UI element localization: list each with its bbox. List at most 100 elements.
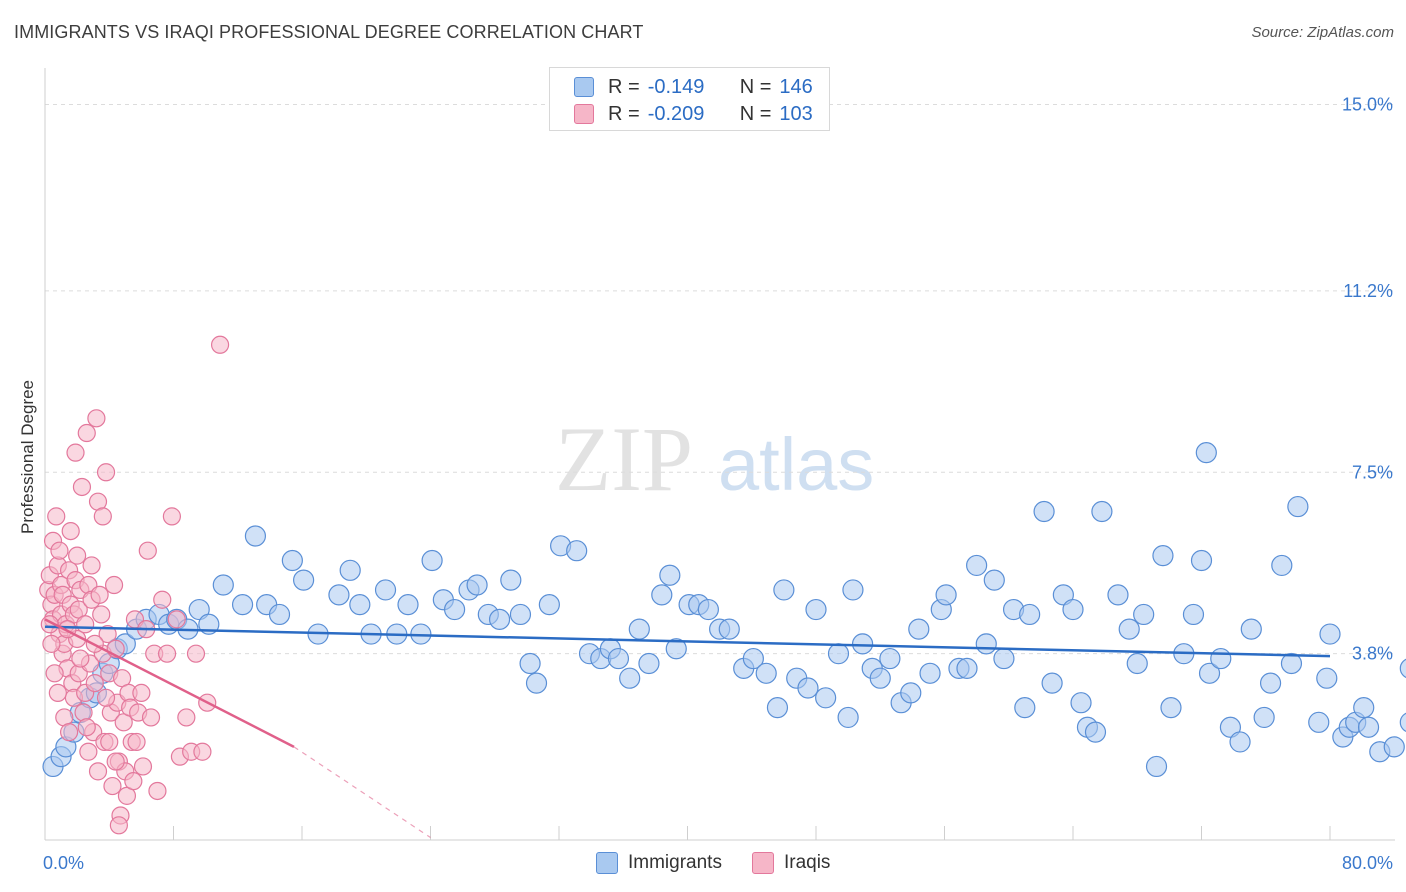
- immigrants-point: [212, 574, 234, 596]
- immigrants-point: [993, 647, 1015, 670]
- trend-lines: [44, 618, 1331, 839]
- iraqis-point: [85, 673, 104, 693]
- immigrants-point: [851, 633, 874, 655]
- immigrants-point: [1319, 623, 1341, 645]
- immigrants-swatch: [574, 77, 594, 97]
- immigrants-point: [488, 608, 511, 630]
- immigrants-point: [805, 598, 827, 621]
- iraqis-point: [48, 683, 67, 703]
- y-tick-label-0: 3.8%: [1352, 644, 1393, 664]
- immigrants-point: [339, 559, 361, 581]
- immigrants-point: [827, 643, 850, 665]
- iraqis-r-value: -0.209: [647, 102, 705, 125]
- axes: [44, 68, 1395, 841]
- legend-row-iraqis: R = -0.209 N = 103: [574, 102, 813, 126]
- x-tick-label-max: 80.0%: [1342, 853, 1393, 873]
- watermark-atlas: atlas: [718, 423, 874, 506]
- immigrants-point: [766, 697, 789, 719]
- immigrants-point: [1271, 554, 1293, 577]
- immigrants-point: [879, 647, 901, 670]
- iraqis-point: [79, 742, 98, 761]
- iraqis-point: [138, 541, 157, 560]
- iraqis-point: [167, 610, 186, 629]
- iraqis-point: [96, 688, 116, 707]
- watermark-zip: ZIP: [555, 408, 693, 510]
- immigrants-swatch: [596, 852, 618, 874]
- immigrants-point: [466, 574, 488, 596]
- immigrants-point: [659, 564, 681, 586]
- iraqis-point: [153, 590, 172, 609]
- iraqis-point: [157, 644, 177, 663]
- immigrants-point: [1219, 716, 1242, 738]
- immigrants-point: [519, 652, 541, 675]
- legend-item-iraqis[interactable]: Iraqis: [751, 852, 831, 874]
- correlation-legend: R = -0.149 N = 146 R = -0.209 N = 103: [549, 67, 830, 131]
- r-label: R =: [608, 102, 640, 125]
- immigrants-point: [665, 638, 687, 660]
- immigrants-point: [443, 598, 466, 621]
- iraqis-point: [66, 443, 85, 462]
- immigrants-point: [1357, 716, 1380, 738]
- iraqis-point: [177, 708, 196, 727]
- immigrants-point: [919, 662, 941, 684]
- iraqis-point: [90, 585, 109, 604]
- immigrants-point: [975, 633, 997, 655]
- iraqis-point: [104, 575, 124, 595]
- immigrants-point: [1287, 495, 1309, 518]
- immigrants-point: [900, 682, 922, 704]
- immigrants-point: [328, 584, 350, 606]
- n-label: N =: [739, 102, 772, 125]
- immigrants-point: [1052, 584, 1074, 606]
- immigrants-point: [509, 603, 532, 626]
- iraqis-point: [68, 546, 87, 565]
- r-label: R =: [608, 75, 640, 98]
- immigrants-point: [244, 525, 267, 547]
- immigrants-point: [1118, 618, 1140, 640]
- iraqis-point: [148, 781, 167, 801]
- immigrants-point: [566, 540, 588, 562]
- legend-item-immigrants[interactable]: Immigrants: [596, 852, 722, 874]
- immigrants-point: [638, 652, 660, 675]
- immigrants-point: [908, 618, 930, 640]
- iraqis-point: [88, 762, 108, 781]
- iraqis-point: [162, 507, 181, 526]
- immigrants-point: [1019, 603, 1041, 626]
- iraqis-point: [42, 634, 61, 653]
- immigrants-points: [42, 442, 1406, 778]
- immigrants-point: [1229, 731, 1251, 753]
- immigrants-point: [1041, 672, 1063, 694]
- immigrants-point: [755, 662, 777, 684]
- immigrants-point: [1308, 711, 1330, 733]
- immigrants-point: [815, 687, 837, 709]
- immigrants-point: [1160, 697, 1182, 719]
- tick-labels: 3.8% 7.5% 11.2% 15.0% 0.0% 80.0%: [43, 95, 1393, 873]
- immigrants-point: [1190, 549, 1213, 572]
- immigrants-point: [268, 603, 291, 626]
- immigrants-point: [1152, 545, 1174, 567]
- immigrants-point: [742, 647, 764, 670]
- immigrants-point: [983, 569, 1005, 591]
- immigrants-point: [1198, 662, 1221, 684]
- iraqis-point: [93, 507, 112, 526]
- iraqis-point: [45, 664, 64, 683]
- immigrants-r-value: -0.149: [647, 75, 705, 98]
- legend-label-immigrants: Immigrants: [628, 852, 722, 873]
- iraqis-point: [103, 776, 122, 796]
- immigrants-point: [1316, 667, 1338, 689]
- iraqis-n-value: 103: [779, 102, 813, 125]
- y-tick-label-3: 15.0%: [1342, 95, 1393, 115]
- immigrants-point: [956, 657, 978, 679]
- immigrants-point: [1070, 692, 1092, 714]
- iraqis-point: [109, 816, 128, 835]
- iraqis-swatch: [751, 852, 774, 874]
- immigrants-point: [1182, 603, 1205, 626]
- iraqis-point: [47, 507, 66, 526]
- immigrants-point: [718, 618, 740, 640]
- immigrants-point: [281, 549, 303, 572]
- immigrants-point: [619, 667, 641, 689]
- immigrants-point: [1240, 618, 1262, 640]
- legend-label-iraqis: Iraqis: [783, 852, 831, 873]
- immigrants-point: [349, 594, 371, 616]
- iraqis-point: [71, 649, 90, 668]
